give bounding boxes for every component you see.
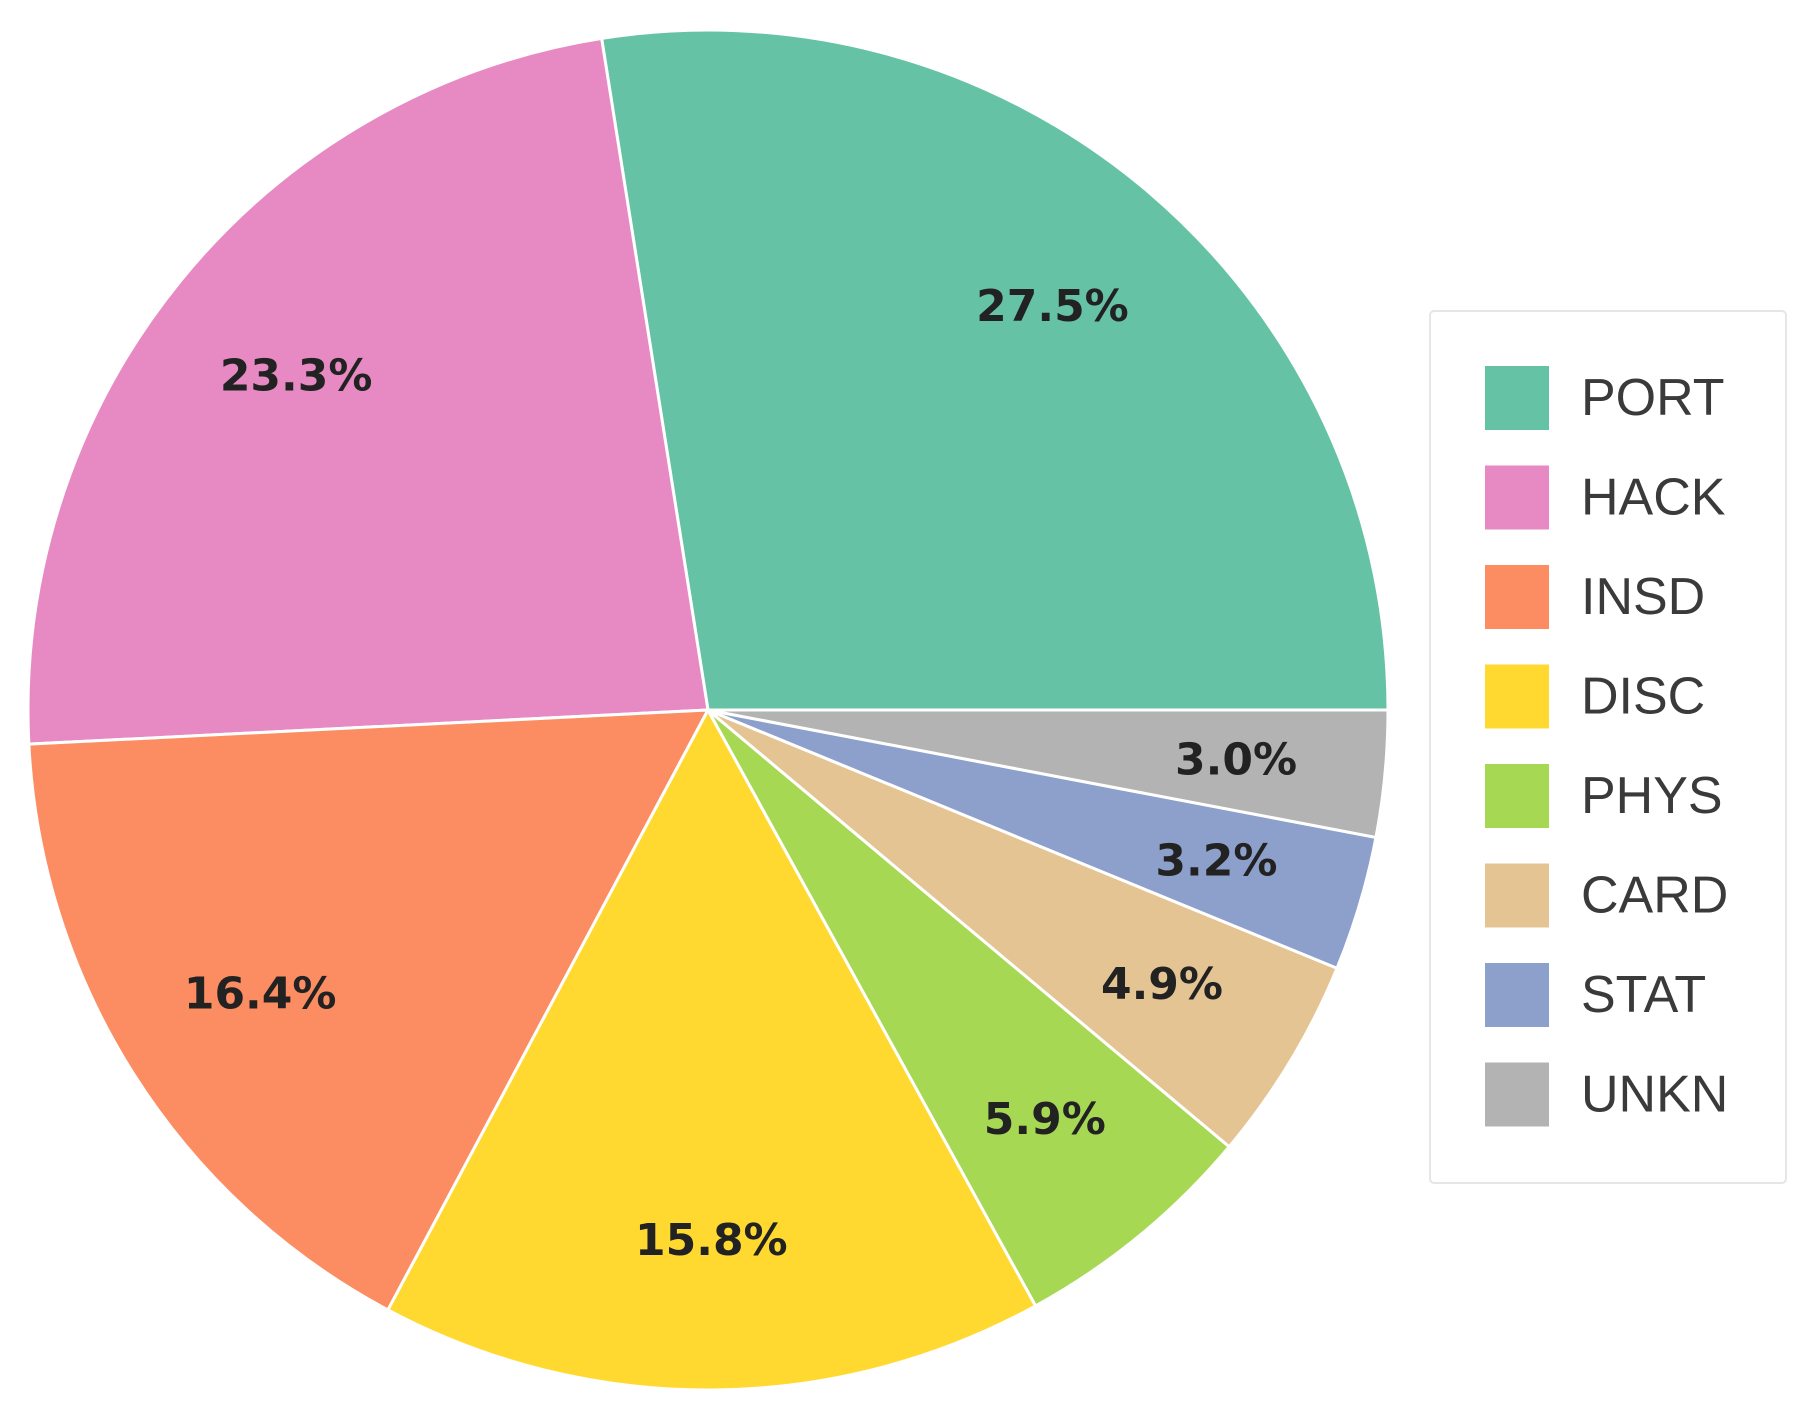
legend-label-hack: HACK	[1581, 469, 1726, 527]
slice-label-unkn: 3.0%	[1175, 734, 1297, 785]
legend-swatch-unkn	[1485, 1062, 1549, 1127]
legend-swatch-card	[1485, 863, 1549, 928]
legend-label-stat: STAT	[1581, 966, 1706, 1024]
legend-label-phys: PHYS	[1581, 767, 1723, 825]
legend-swatch-insd	[1485, 565, 1549, 629]
legend-swatch-hack	[1485, 465, 1549, 530]
slice-phys	[706, 708, 1231, 1308]
slice-label-phys: 5.9%	[984, 1094, 1106, 1145]
slice-label-port: 27.5%	[976, 281, 1129, 332]
slice-port	[600, 28, 1390, 712]
slice-label-hack: 23.3%	[220, 350, 373, 401]
legend-items: PORT HACK INSD DISC PHYS CARD STAT UNKN	[1485, 366, 1728, 1127]
legend-swatch-port	[1485, 366, 1549, 430]
legend-swatch-phys	[1485, 764, 1549, 828]
pie-slices	[26, 28, 1390, 1392]
legend-label-disc: DISC	[1581, 668, 1705, 726]
legend: PORT HACK INSD DISC PHYS CARD STAT UNKN	[1429, 310, 1787, 1184]
slice-label-stat: 3.2%	[1155, 836, 1277, 887]
legend-label-card: CARD	[1581, 867, 1728, 925]
slice-label-card: 4.9%	[1101, 959, 1223, 1010]
legend-label-insd: INSD	[1581, 568, 1705, 626]
legend-frame	[1429, 310, 1787, 1184]
slice-hack	[26, 36, 710, 746]
legend-label-unkn: UNKN	[1581, 1066, 1728, 1124]
slice-unkn	[706, 708, 1390, 839]
slice-card	[706, 708, 1339, 1149]
slice-label-disc: 15.8%	[635, 1215, 788, 1266]
legend-swatch-stat	[1485, 963, 1549, 1027]
slice-insd	[27, 708, 710, 1312]
pie-labels: 27.5% 23.3% 16.4% 15.8% 5.9% 4.9% 3.2% 3.0%	[184, 281, 1297, 1266]
legend-label-port: PORT	[1581, 369, 1725, 427]
slice-label-insd: 16.4%	[184, 969, 337, 1020]
legend-swatch-disc	[1485, 664, 1549, 729]
slice-disc	[386, 708, 1038, 1392]
